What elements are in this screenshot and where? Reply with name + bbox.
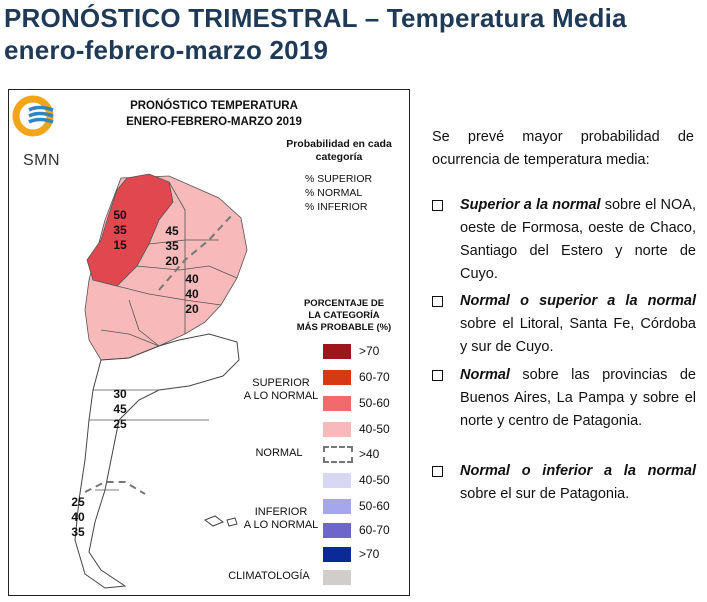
category-normal: NORMAL	[255, 447, 303, 459]
page-title-line2: enero-febrero-marzo 2019	[4, 35, 329, 65]
bullet-emphasis: Normal	[460, 367, 510, 383]
probability-header: Probabilidad en cada categoría	[271, 138, 407, 164]
category-superior: SUPERIOR A LO NORMAL	[237, 377, 325, 403]
prob-item-normal: % NORMAL	[305, 187, 363, 199]
argentina-map	[74, 173, 248, 589]
region-values-patagonia-south: 25 40 35	[63, 495, 93, 540]
legend-swatch-inf-60-70	[323, 523, 351, 538]
value-normal: 40	[185, 287, 199, 301]
legend-swatch-climatologia	[323, 570, 351, 585]
probability-header-line2: categoría	[315, 151, 363, 163]
bullet-text: Superior a la normal sobre el NOA, oeste…	[460, 194, 696, 286]
value-inferior: 20	[185, 302, 199, 316]
percentage-header-line3: MÁS PROBABLE (%)	[296, 322, 392, 333]
region-values-noa: 50 35 15	[105, 208, 135, 253]
checkbox-icon	[432, 370, 443, 381]
value-superior: 30	[113, 387, 127, 401]
value-superior: 25	[71, 495, 85, 509]
bullet-rest: sobre el Litoral, Santa Fe, Córdoba y su…	[460, 316, 696, 355]
value-normal: 35	[165, 239, 179, 253]
bullet-item: Superior a la normal sobre el NOA, oeste…	[432, 194, 696, 284]
value-normal: 45	[113, 402, 127, 416]
legend-label: 60-70	[359, 370, 390, 384]
region-values-north-center: 45 35 20	[157, 224, 187, 269]
region-values-litoral: 40 40 20	[177, 272, 207, 317]
category-climatologia: CLIMATOLOGÍA	[228, 570, 310, 582]
smn-logo-icon	[12, 95, 54, 137]
percentage-header-line1: PORCENTAJE DE	[303, 298, 385, 309]
legend-swatch-inf-40-50	[323, 473, 351, 488]
percentage-header: PORCENTAJE DE LA CATEGORÍA MÁS PROBABLE …	[279, 298, 409, 334]
smn-logo-text: SMN	[23, 152, 61, 169]
value-superior: 40	[185, 272, 199, 286]
intro-text: Se prevé mayor probabilidad de ocurrenci…	[432, 129, 694, 168]
category-inferior-line1: INFERIOR	[254, 506, 308, 518]
value-superior: 50	[113, 208, 127, 222]
value-normal: 40	[71, 510, 85, 524]
legend-swatch-sup-50-60	[323, 396, 351, 411]
checkbox-icon	[432, 200, 443, 211]
legend-swatch-sup-70	[323, 344, 351, 359]
legend-label: 50-60	[359, 396, 390, 410]
value-normal: 35	[113, 223, 127, 237]
bullet-rest: sobre las provincias de Buenos Aires, La…	[460, 367, 696, 429]
legend-swatch-sup-60-70	[323, 370, 351, 385]
map-title-line2: ENERO-FEBRERO-MARZO 2019	[126, 116, 302, 128]
value-inferior: 15	[113, 238, 127, 252]
legend-label: >70	[359, 547, 380, 561]
bullet-item: Normal o inferior a la normal sobre el s…	[432, 460, 696, 510]
region-dark-red	[86, 173, 174, 287]
bullet-rest: sobre el NOA, oeste de Formosa, oeste de…	[460, 197, 696, 282]
legend-label: 50-60	[359, 499, 390, 513]
checkbox-icon	[432, 296, 443, 307]
percentage-header-line2: LA CATEGORÍA	[308, 310, 380, 321]
bullet-emphasis: Superior a la normal	[460, 197, 601, 213]
bullet-text: Normal o inferior a la normal sobre el s…	[460, 460, 696, 506]
prob-item-inferior: % INFERIOR	[305, 201, 368, 213]
bullet-rest: sobre el sur de Patagonia.	[460, 486, 630, 502]
value-inferior: 35	[71, 525, 85, 539]
checkbox-icon	[432, 466, 443, 477]
category-superior-line1: SUPERIOR	[252, 377, 310, 389]
bullet-emphasis: Normal o superior a la normal	[460, 293, 696, 309]
map-title: PRONÓSTICO TEMPERATURA ENERO-FEBRERO-MAR…	[109, 98, 319, 130]
bullet-text: Normal sobre las provincias de Buenos Ai…	[460, 364, 696, 433]
legend-label: 40-50	[359, 422, 390, 436]
bullet-emphasis: Normal o inferior a la normal	[460, 463, 696, 479]
legend-label: >40	[359, 447, 380, 461]
legend-swatch-sup-40-50	[323, 422, 351, 437]
probability-header-line1: Probabilidad en cada	[286, 138, 392, 150]
legend-label: 40-50	[359, 473, 390, 487]
probability-list: % SUPERIOR % NORMAL % INFERIOR	[305, 172, 372, 214]
category-superior-line2: A LO NORMAL	[243, 390, 319, 402]
value-inferior: 20	[165, 254, 179, 268]
bullet-item: Normal o superior a la normal sobre el L…	[432, 290, 696, 360]
value-superior: 45	[165, 224, 179, 238]
forecast-map-panel: SMN PRONÓSTICO TEMPERATURA ENERO-FEBRERO…	[8, 89, 410, 596]
region-south	[74, 333, 240, 589]
legend-label: 60-70	[359, 523, 390, 537]
map-title-line1: PRONÓSTICO TEMPERATURA	[130, 100, 298, 112]
legend-swatch-inf-50-60	[323, 499, 351, 514]
dashed-normal-south	[84, 481, 146, 495]
page-title: PRONÓSTICO TRIMESTRAL – Temperatura Medi…	[4, 2, 704, 66]
category-inferior: INFERIOR A LO NORMAL	[237, 506, 325, 532]
prob-item-superior: % SUPERIOR	[305, 173, 373, 185]
dashed-normal-north	[158, 215, 232, 291]
page-title-line1: PRONÓSTICO TRIMESTRAL – Temperatura Medi…	[4, 3, 627, 33]
category-inferior-line2: A LO NORMAL	[243, 519, 319, 531]
value-inferior: 25	[113, 417, 127, 431]
bullet-text: Normal o superior a la normal sobre el L…	[460, 290, 696, 359]
legend-swatch-inf-70	[323, 547, 351, 562]
malvinas-islands	[203, 515, 238, 527]
legend-swatch-normal-dashed	[323, 446, 353, 463]
legend-label: >70	[359, 344, 380, 358]
bullet-item: Normal sobre las provincias de Buenos Ai…	[432, 364, 696, 456]
region-values-patagonia-north: 30 45 25	[105, 387, 135, 432]
